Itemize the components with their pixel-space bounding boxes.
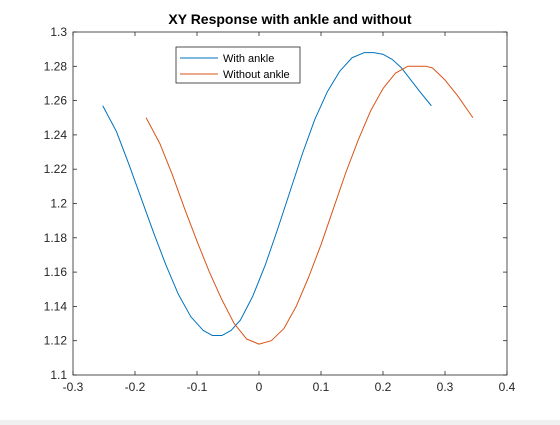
x-tick-label: -0.3 <box>63 380 84 394</box>
y-tick-label: 1.14 <box>44 299 68 313</box>
y-tick-label: 1.3 <box>50 25 67 39</box>
plot-area: -0.3 -0.2 -0.1 0 0.1 0.2 0.3 0.4 1.1 1.12 1.14 1.16… <box>44 25 516 394</box>
x-tick-label: 0.3 <box>437 380 454 394</box>
y-tick-label: 1.2 <box>50 197 67 211</box>
y-tick-label: 1.22 <box>44 162 68 176</box>
y-tick-label: 1.28 <box>44 59 68 73</box>
y-tick-label: 1.24 <box>44 128 68 142</box>
y-tick-label: 1.16 <box>44 265 68 279</box>
series-line-2 <box>145 65 474 345</box>
x-tick-label: 0.1 <box>313 380 330 394</box>
axes-box <box>72 31 508 376</box>
y-tick-label: 1.18 <box>44 231 68 245</box>
y-tick-label: 1.1 <box>50 368 67 382</box>
x-tick-label: 0.2 <box>375 380 392 394</box>
x-tick-label: 0.4 <box>499 380 516 394</box>
legend-label-2: Without ankle <box>223 69 290 81</box>
x-tick-label: 0 <box>256 380 263 394</box>
legend-box <box>175 46 301 84</box>
y-tick-label: 1.12 <box>44 334 68 348</box>
series-line-1 <box>102 52 432 337</box>
y-tick-label: 1.26 <box>44 94 68 108</box>
x-tick-label: -0.1 <box>187 380 208 394</box>
legend-label-1: With ankle <box>223 53 274 65</box>
chart-title: XY Response with ankle and without <box>168 11 412 27</box>
legend: With ankle Without ankle <box>175 46 301 84</box>
x-tick-label: -0.2 <box>125 380 146 394</box>
